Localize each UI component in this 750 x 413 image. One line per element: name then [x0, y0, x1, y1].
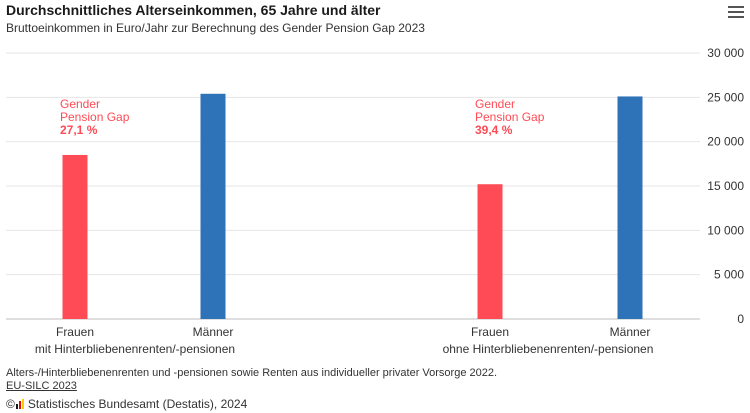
hamburger-menu-icon[interactable]: [728, 4, 744, 18]
copyright-symbol: ©: [6, 397, 15, 411]
x-tick-label: Männer: [610, 325, 651, 339]
x-tick-label: Frauen: [56, 325, 94, 339]
y-tick-label: 30 000: [707, 46, 744, 60]
x-tick-label: Frauen: [471, 325, 509, 339]
y-tick-label: 15 000: [707, 179, 744, 193]
bar: [617, 96, 643, 320]
bar: [477, 184, 503, 319]
y-tick-label: 0: [737, 312, 744, 326]
gender-pension-gap-annotation: Pension Gap: [60, 110, 130, 124]
chart-subtitle: Bruttoeinkommen in Euro/Jahr zur Berechn…: [6, 21, 425, 35]
x-tick-label: Männer: [193, 325, 234, 339]
chart-title: Durchschnittliches Alterseinkommen, 65 J…: [6, 2, 381, 18]
gender-pension-gap-annotation: Gender: [475, 97, 515, 111]
y-tick-label: 5 000: [714, 268, 744, 282]
y-tick-label: 25 000: [707, 90, 744, 104]
bar: [62, 154, 88, 319]
source-link[interactable]: EU-SILC 2023: [6, 380, 77, 392]
gender-pension-gap-annotation: 39,4 %: [475, 123, 513, 137]
group-label: mit Hinterbliebenenrenten/-pensionen: [35, 342, 235, 356]
y-tick-label: 10 000: [707, 223, 744, 237]
y-tick-label: 20 000: [707, 135, 744, 149]
gender-pension-gap-annotation: Pension Gap: [475, 110, 545, 124]
gender-pension-gap-annotation: 27,1 %: [60, 123, 98, 137]
gender-pension-gap-annotation: Gender: [60, 97, 100, 111]
group-label: ohne Hinterbliebenenrenten/-pensionen: [443, 342, 654, 356]
destatis-logo-icon: [15, 399, 24, 409]
publisher: Statistisches Bundesamt (Destatis), 2024: [27, 397, 248, 411]
copyright-line: © Statistisches Bundesamt (Destatis), 20…: [6, 397, 247, 411]
bar: [200, 93, 226, 319]
footer-note: Alters-/Hinterbliebenenrenten und -pensi…: [6, 367, 498, 379]
